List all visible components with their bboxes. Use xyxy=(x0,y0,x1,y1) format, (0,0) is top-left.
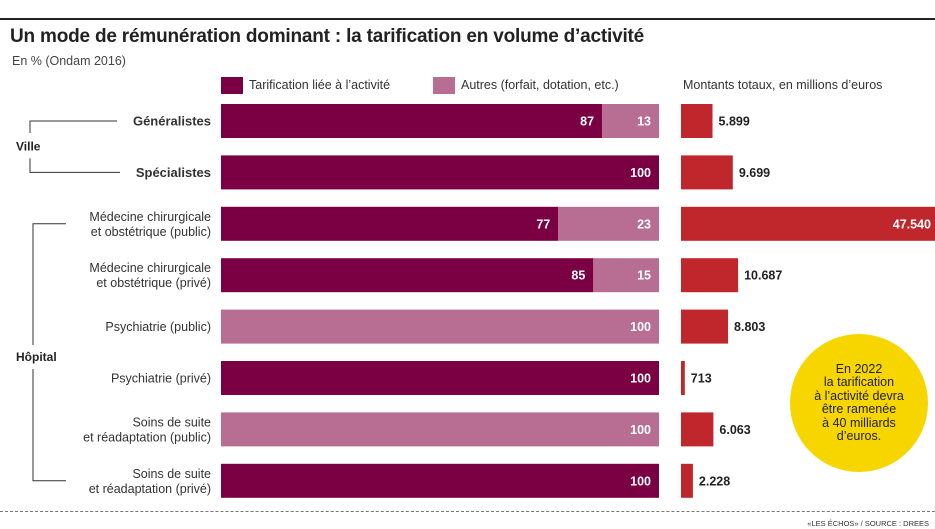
legend-montants-label: Montants totaux, en millions d’euros xyxy=(683,78,883,92)
bar-value-activite: 100 xyxy=(630,372,651,386)
bar-value-autres: 15 xyxy=(637,269,651,283)
montant-value-label: 9.699 xyxy=(739,166,770,180)
hopital-bracket xyxy=(32,223,66,482)
bar-autres xyxy=(602,104,659,138)
bar-montant xyxy=(681,309,729,344)
bar-autres xyxy=(558,206,659,241)
ville-bracket xyxy=(29,120,120,173)
bar-activite xyxy=(221,361,659,395)
bar-value-activite: 85 xyxy=(571,269,585,283)
bar-value-autres: 100 xyxy=(630,320,651,334)
montant-value-label: 8.803 xyxy=(734,320,765,334)
bar-montant xyxy=(681,463,693,498)
montant-value-label: 10.687 xyxy=(744,269,782,283)
bar-autres xyxy=(221,412,659,447)
bar-value-activite: 100 xyxy=(630,474,651,488)
bar-autres xyxy=(593,258,659,293)
bar-activite xyxy=(221,463,659,498)
bar-montant xyxy=(681,104,713,138)
bar-montant xyxy=(681,361,685,395)
category-label: Psychiatrie (privé) xyxy=(111,372,211,386)
chart-subtitle: En % (Ondam 2016) xyxy=(12,54,126,68)
montant-value-label: 6.063 xyxy=(719,423,750,437)
legend-item-activite: Tarification liée à l’activité xyxy=(221,76,390,94)
bar-activite xyxy=(221,206,559,241)
montant-value-label: 2.228 xyxy=(699,474,730,488)
callout-circle: En 2022 la tarification à l’activité dev… xyxy=(790,334,928,472)
bar-activite xyxy=(221,155,659,190)
callout-text: En 2022 la tarification à l’activité dev… xyxy=(814,361,904,443)
top-rule xyxy=(0,18,935,20)
legend-swatch-autres xyxy=(433,76,455,94)
bar-montant xyxy=(681,155,733,190)
legend-label-activite: Tarification liée à l’activité xyxy=(249,78,391,92)
source-credit: «LES ÉCHOS» / SOURCE : DREES xyxy=(807,519,929,528)
montant-value-label: 5.899 xyxy=(719,115,750,129)
category-label: Psychiatrie (public) xyxy=(105,320,211,334)
group-label-ville: Ville xyxy=(16,140,41,154)
bar-montant xyxy=(681,258,739,293)
legend-item-autres: Autres (forfait, dotation, etc.) xyxy=(433,76,619,94)
bar-montant xyxy=(681,412,714,447)
footer-rule xyxy=(0,511,935,512)
category-label: Médecine chirurgicale et obstétrique (pri… xyxy=(89,261,211,290)
bar-value-autres: 13 xyxy=(637,115,651,129)
category-label: Spécialistes xyxy=(136,165,211,180)
bar-value-activite: 77 xyxy=(536,217,550,231)
bar-activite xyxy=(221,258,594,293)
montant-value-label: 47.540 xyxy=(893,217,931,231)
legend-swatch-activite xyxy=(221,76,243,94)
bar-value-autres: 23 xyxy=(637,217,651,231)
bar-autres xyxy=(221,309,659,344)
bar-montant xyxy=(681,206,935,241)
category-label: Médecine chirurgicale et obstétrique (pub… xyxy=(89,210,211,239)
bar-value-activite: 100 xyxy=(630,166,651,180)
category-label: Généralistes xyxy=(133,114,211,129)
chart-title: Un mode de rémunération dominant : la ta… xyxy=(10,26,645,47)
bar-value-activite: 87 xyxy=(580,115,594,129)
category-label: Soins de suite et réadaptation (privé) xyxy=(89,467,211,496)
legend-label-autres: Autres (forfait, dotation, etc.) xyxy=(461,78,619,92)
bar-value-autres: 100 xyxy=(630,423,651,437)
category-label: Soins de suite et réadaptation (public) xyxy=(83,415,211,444)
bar-activite xyxy=(221,104,603,138)
group-label-hopital: Hôpital xyxy=(16,350,57,364)
montant-value-label: 713 xyxy=(691,372,712,386)
